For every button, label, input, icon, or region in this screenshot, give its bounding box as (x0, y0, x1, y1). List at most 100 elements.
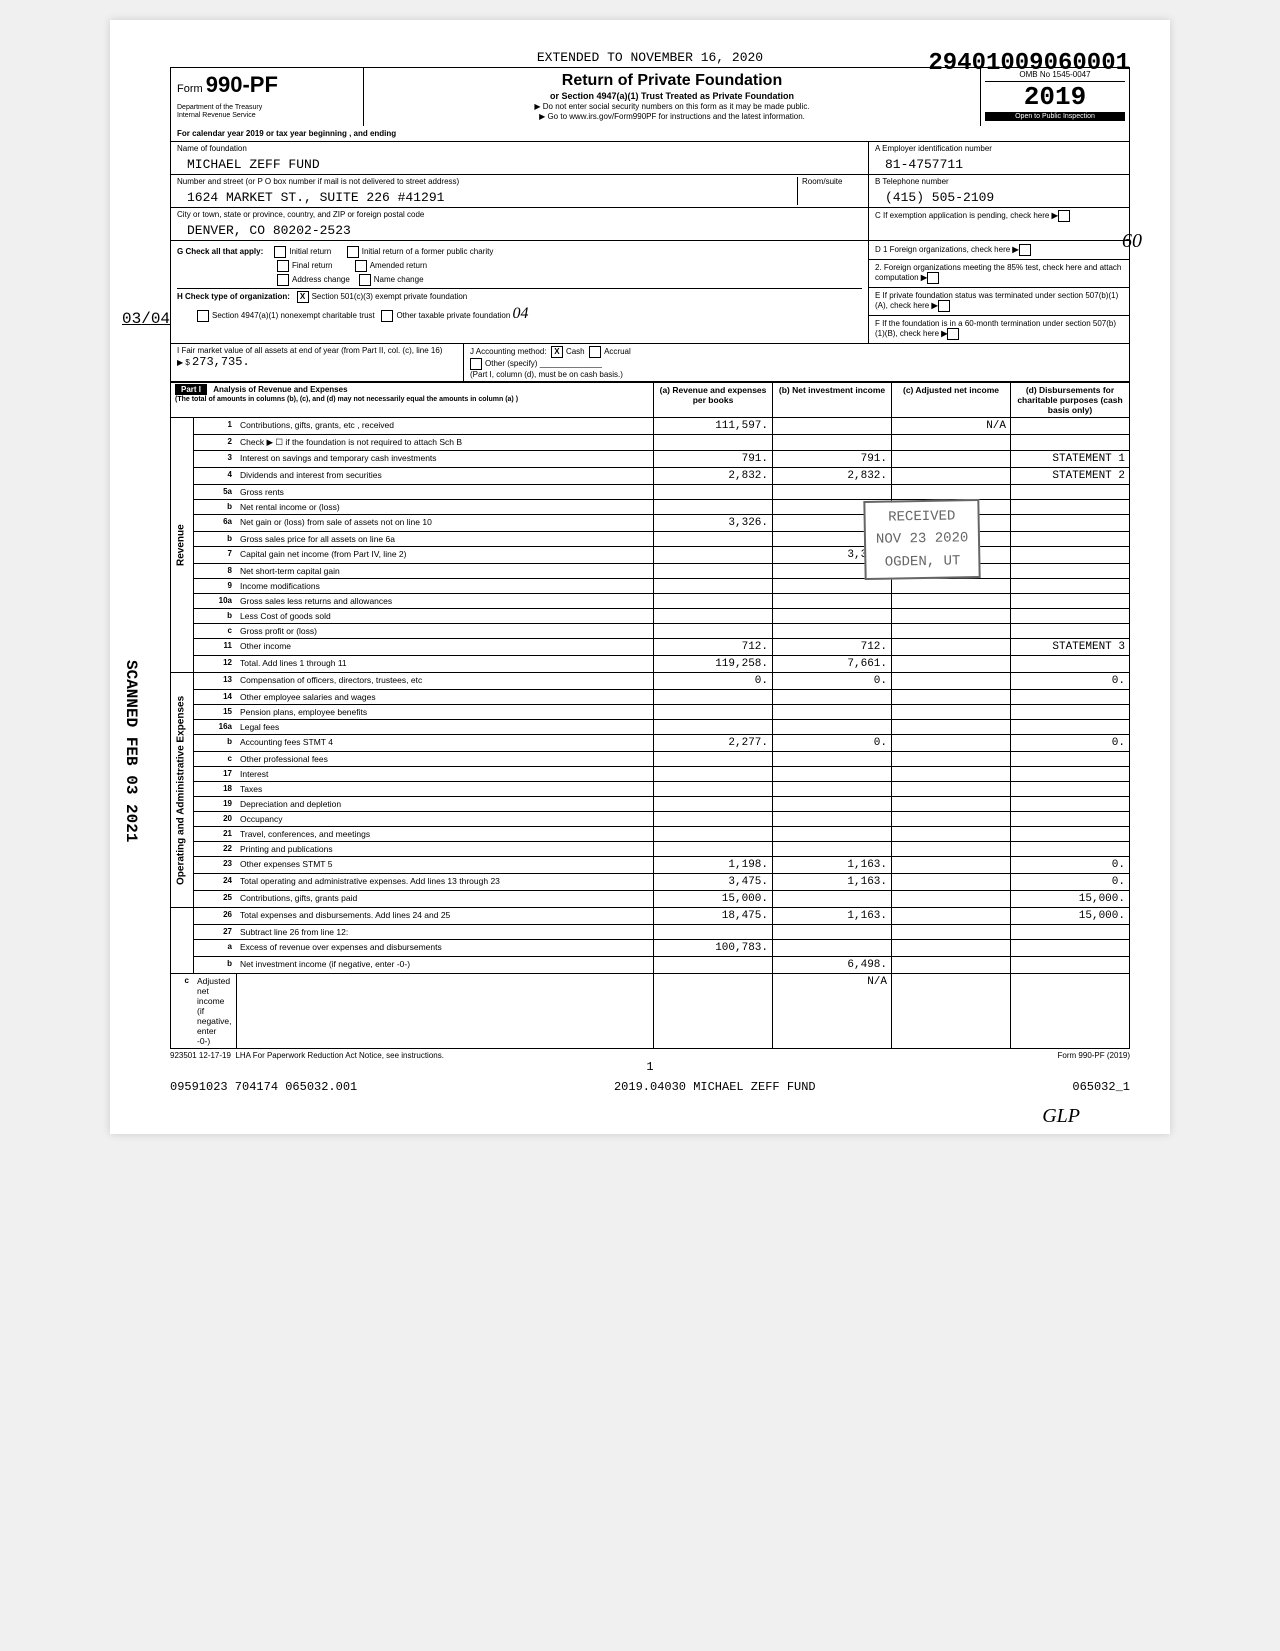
city-state-zip: DENVER, CO 80202-2523 (177, 219, 862, 238)
cell-c (892, 579, 1011, 594)
city-label: City or town, state or province, country… (177, 210, 862, 219)
cell-dd: STATEMENT 2 (1011, 468, 1130, 485)
entity-block: Name of foundation MICHAEL ZEFF FUND Num… (170, 142, 1130, 241)
line-description: Gross sales price for all assets on line… (236, 532, 654, 547)
cell-b (773, 720, 892, 735)
table-row: 20Occupancy (171, 812, 1130, 827)
cell-dd (1011, 418, 1130, 435)
accrual-label: Accrual (604, 347, 631, 356)
cell-a: 119,258. (654, 656, 773, 673)
line-number: 7 (193, 547, 236, 564)
accrual-checkbox[interactable] (589, 346, 601, 358)
dln-number: 29401009060001 (928, 50, 1130, 77)
f-checkbox[interactable] (947, 328, 959, 340)
initial-former-checkbox[interactable] (347, 246, 359, 258)
cell-a (654, 624, 773, 639)
line-number: 21 (193, 827, 236, 842)
i-fmv-label: I Fair market value of all assets at end… (177, 346, 442, 355)
col-d-header: (d) Disbursements for charitable purpose… (1011, 383, 1130, 418)
name-change-checkbox[interactable] (359, 274, 371, 286)
revenue-label: Revenue (171, 418, 194, 673)
table-row: 6aNet gain or (loss) from sale of assets… (171, 515, 1130, 532)
line-description: Interest on savings and temporary cash i… (236, 451, 654, 468)
line-description: Printing and publications (236, 842, 654, 857)
cell-c (892, 673, 1011, 690)
line-number: 3 (193, 451, 236, 468)
cash-checkbox[interactable]: X (551, 346, 563, 358)
form-header-mid: Return of Private Foundation or Section … (364, 68, 980, 126)
other-method-checkbox[interactable] (470, 358, 482, 370)
line-description: Income modifications (236, 579, 654, 594)
c-checkbox[interactable] (1058, 210, 1070, 222)
final-return: Final return (292, 261, 332, 270)
table-row: 19Depreciation and depletion (171, 797, 1130, 812)
received-stamp: RECEIVEDNOV 23 2020OGDEN, UT (863, 499, 981, 580)
f-label: F If the foundation is in a 60-month ter… (875, 319, 1116, 338)
cell-dd (1011, 579, 1130, 594)
cell-dd: 15,000. (1011, 891, 1130, 908)
i-fmv-value: 273,735. (192, 355, 250, 369)
line-number: c (193, 624, 236, 639)
line-number: b (193, 609, 236, 624)
line-description: Check ▶ ☐ if the foundation is not requi… (236, 435, 654, 451)
cell-dd (1011, 485, 1130, 500)
cell-a (654, 485, 773, 500)
cell-b (773, 797, 892, 812)
cell-a: 791. (654, 451, 773, 468)
e-label: E If private foundation status was termi… (875, 291, 1118, 310)
part1-title: Analysis of Revenue and Expenses (213, 385, 347, 394)
line-description: Travel, conferences, and meetings (236, 827, 654, 842)
501c3-checkbox[interactable]: X (297, 291, 309, 303)
cell-dd (1011, 500, 1130, 515)
entity-left: Name of foundation MICHAEL ZEFF FUND Num… (171, 142, 869, 240)
cell-b (773, 579, 892, 594)
line-number: b (193, 500, 236, 515)
cell-dd (1011, 705, 1130, 720)
side-fraction: 03/04 (122, 310, 170, 328)
table-row: 3Interest on savings and temporary cash … (171, 451, 1130, 468)
table-row: 12Total. Add lines 1 through 11119,258.7… (171, 656, 1130, 673)
initial-return-checkbox[interactable] (274, 246, 286, 258)
line-number: 13 (193, 673, 236, 690)
scanned-stamp: SCANNED FEB 03 2021 (122, 660, 140, 842)
table-row: Revenue1Contributions, gifts, grants, et… (171, 418, 1130, 435)
address-change-checkbox[interactable] (277, 274, 289, 286)
cell-a (654, 797, 773, 812)
line-number: 27 (193, 925, 236, 940)
cell-b (773, 891, 892, 908)
table-row: 2Check ▶ ☐ if the foundation is not requ… (171, 435, 1130, 451)
d1-checkbox[interactable] (1019, 244, 1031, 256)
name-label: Name of foundation (177, 144, 862, 153)
line-number: 25 (193, 891, 236, 908)
line-description: Occupancy (236, 812, 654, 827)
frac-bot: 04 (151, 310, 170, 328)
e-checkbox[interactable] (938, 300, 950, 312)
cell-c (892, 690, 1011, 705)
cell-b (773, 690, 892, 705)
footer-form: Form 990-PF (2019) (1058, 1051, 1130, 1060)
line-description: Net investment income (if negative, ente… (236, 957, 654, 974)
street-address: 1624 MARKET ST., SUITE 226 #41291 (177, 186, 797, 205)
line-number: 11 (193, 639, 236, 656)
cell-a: 3,326. (654, 515, 773, 532)
hand-04: 04 (513, 305, 529, 322)
line-number: 19 (193, 797, 236, 812)
d2-checkbox[interactable] (927, 272, 939, 284)
final-return-checkbox[interactable] (277, 260, 289, 272)
cell-b (773, 812, 892, 827)
part1-sub: (The total of amounts in columns (b), (c… (175, 396, 518, 403)
cell-dd (1011, 925, 1130, 940)
table-row: 23Other expenses STMT 51,198.1,163.0. (171, 857, 1130, 874)
part1-box: Part I (175, 384, 207, 395)
other-taxable-checkbox[interactable] (381, 310, 393, 322)
cell-dd (1011, 720, 1130, 735)
cell-b: 2,832. (773, 468, 892, 485)
cash-basis-note: (Part I, column (d), must be on cash bas… (470, 370, 623, 379)
cell-dd (892, 974, 1011, 1049)
table-row: 7Capital gain net income (from Part IV, … (171, 547, 1130, 564)
footer-line: 923501 12-17-19 LHA For Paperwork Reduct… (170, 1049, 1130, 1060)
amended-return-checkbox[interactable] (355, 260, 367, 272)
4947-checkbox[interactable] (197, 310, 209, 322)
line-number: 24 (193, 874, 236, 891)
line-number: 22 (193, 842, 236, 857)
